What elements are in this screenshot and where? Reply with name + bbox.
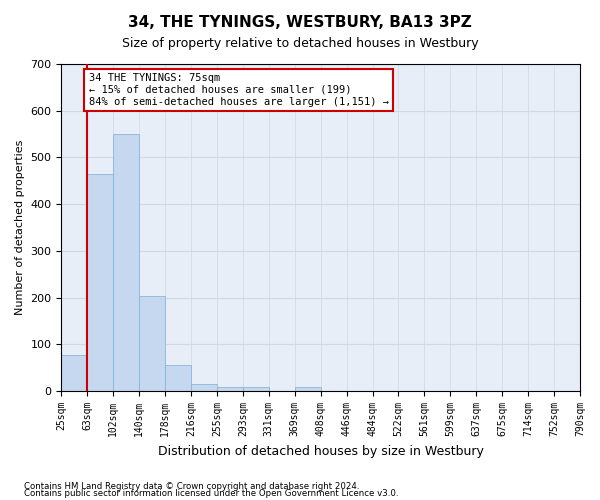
Bar bbox=[113, 134, 139, 391]
Text: Contains public sector information licensed under the Open Government Licence v3: Contains public sector information licen… bbox=[24, 490, 398, 498]
Y-axis label: Number of detached properties: Number of detached properties bbox=[15, 140, 25, 316]
Text: Size of property relative to detached houses in Westbury: Size of property relative to detached ho… bbox=[122, 38, 478, 51]
Bar bbox=[61, 354, 88, 391]
Bar bbox=[295, 387, 321, 391]
Bar bbox=[139, 296, 165, 391]
Bar bbox=[88, 174, 113, 391]
Bar bbox=[217, 386, 243, 391]
Bar bbox=[243, 387, 269, 391]
Bar bbox=[191, 384, 217, 391]
X-axis label: Distribution of detached houses by size in Westbury: Distribution of detached houses by size … bbox=[158, 444, 484, 458]
Text: Contains HM Land Registry data © Crown copyright and database right 2024.: Contains HM Land Registry data © Crown c… bbox=[24, 482, 359, 491]
Text: 34, THE TYNINGS, WESTBURY, BA13 3PZ: 34, THE TYNINGS, WESTBURY, BA13 3PZ bbox=[128, 15, 472, 30]
Bar bbox=[165, 364, 191, 391]
Text: 34 THE TYNINGS: 75sqm
← 15% of detached houses are smaller (199)
84% of semi-det: 34 THE TYNINGS: 75sqm ← 15% of detached … bbox=[89, 74, 389, 106]
